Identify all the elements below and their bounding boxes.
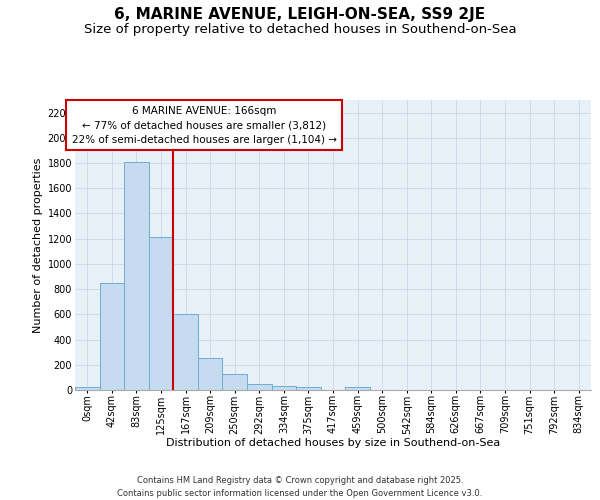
Text: 6, MARINE AVENUE, LEIGH-ON-SEA, SS9 2JE: 6, MARINE AVENUE, LEIGH-ON-SEA, SS9 2JE <box>115 8 485 22</box>
Y-axis label: Number of detached properties: Number of detached properties <box>34 158 43 332</box>
Bar <box>75 387 100 390</box>
Bar <box>345 387 370 390</box>
Text: 6 MARINE AVENUE: 166sqm
← 77% of detached houses are smaller (3,812)
22% of semi: 6 MARINE AVENUE: 166sqm ← 77% of detache… <box>71 106 337 146</box>
Bar <box>247 384 272 390</box>
Text: Size of property relative to detached houses in Southend-on-Sea: Size of property relative to detached ho… <box>83 22 517 36</box>
Bar <box>173 314 198 390</box>
Bar <box>149 238 173 390</box>
Bar <box>124 162 149 390</box>
Bar <box>223 374 247 390</box>
X-axis label: Distribution of detached houses by size in Southend-on-Sea: Distribution of detached houses by size … <box>166 438 500 448</box>
Bar <box>296 387 321 390</box>
Text: Contains HM Land Registry data © Crown copyright and database right 2025.
Contai: Contains HM Land Registry data © Crown c… <box>118 476 482 498</box>
Bar <box>100 284 124 390</box>
Bar <box>198 358 223 390</box>
Bar <box>272 386 296 390</box>
